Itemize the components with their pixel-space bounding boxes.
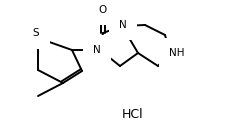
Text: S: S: [33, 28, 39, 38]
Text: N: N: [119, 20, 126, 30]
Text: O: O: [98, 5, 107, 15]
Text: HCl: HCl: [122, 109, 143, 122]
Text: NH: NH: [169, 48, 184, 58]
Text: S: S: [33, 29, 39, 39]
Text: N: N: [93, 45, 101, 55]
